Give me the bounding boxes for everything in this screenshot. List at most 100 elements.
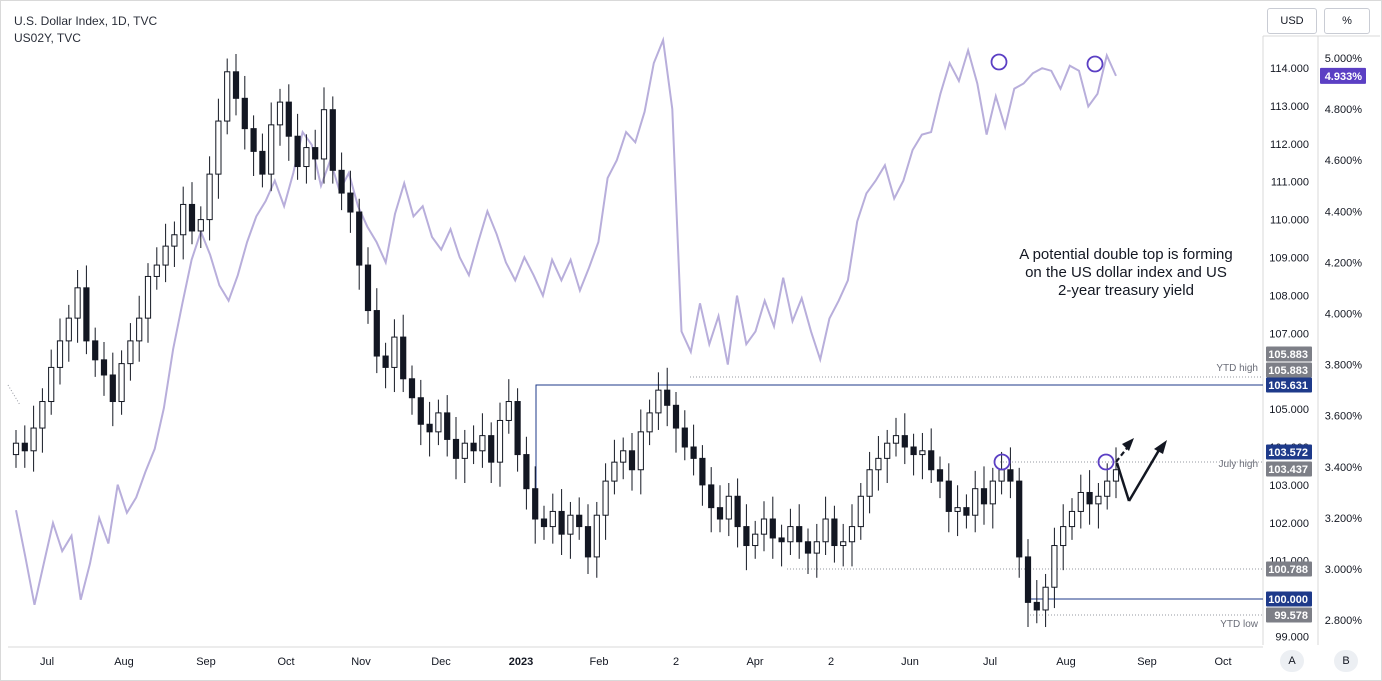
dxy-candle-body	[1095, 495, 1102, 505]
price-tick-label: 103.000	[1269, 480, 1309, 492]
dxy-candle	[303, 134, 310, 184]
dxy-candle	[628, 432, 636, 491]
dxy-candle	[188, 182, 196, 245]
dxy-candle-body	[796, 526, 803, 543]
legend-us02y: US02Y, TVC	[14, 31, 81, 45]
dxy-candle-body	[461, 442, 468, 459]
us02y-line	[15, 36, 1117, 606]
price-tag: 105.631	[1266, 377, 1312, 393]
dxy-candle	[1007, 447, 1014, 499]
annotation-layer: YTD high July high YTD low	[990, 53, 1259, 630]
dxy-candle	[197, 206, 204, 249]
price-tag: 103.437	[1266, 461, 1312, 477]
currency-usd-button[interactable]: USD	[1267, 8, 1317, 34]
ytd-low-label: YTD low	[1220, 619, 1259, 630]
dxy-candle-body	[470, 442, 477, 452]
dxy-candle	[356, 198, 363, 290]
log-scale-button[interactable]: B	[1334, 650, 1358, 672]
yield-tick-label: 4.200%	[1325, 257, 1363, 269]
dxy-candle	[1086, 470, 1093, 525]
dxy-candle-body	[303, 147, 310, 168]
dxy-candle-body	[602, 480, 609, 516]
yield-tick-label: 4.000%	[1325, 309, 1363, 321]
dxy-candle	[857, 483, 864, 540]
dxy-candle	[567, 501, 574, 559]
dxy-candle-body	[74, 287, 81, 319]
dxy-candle	[664, 367, 671, 427]
dxy-candle-body	[716, 507, 724, 520]
dxy-candle-body	[312, 147, 319, 160]
dxy-candle	[910, 433, 917, 476]
dxy-candle	[760, 501, 768, 552]
dxy-candle	[329, 96, 336, 184]
price-tag: 105.883	[1266, 362, 1312, 378]
dxy-candle	[963, 494, 970, 529]
dxy-candle	[954, 485, 961, 537]
dxy-candle-body	[778, 537, 785, 543]
x-tick-label: Sep	[1137, 656, 1157, 668]
dxy-candle-body	[919, 450, 926, 456]
dxy-candle-body	[620, 450, 627, 463]
dxy-candle-body	[356, 211, 363, 266]
dxy-candle	[901, 413, 908, 465]
price-tick-label: 108.000	[1269, 290, 1309, 302]
dxy-candle-body	[1042, 586, 1049, 611]
dxy-candle	[1051, 527, 1058, 609]
auto-scale-button[interactable]: A	[1280, 650, 1304, 672]
dxy-candle-body	[188, 203, 196, 232]
dxy-candle	[224, 58, 231, 135]
dxy-candle	[338, 152, 345, 211]
scenario-up-arrowhead	[1154, 440, 1167, 454]
x-tick-label: Jul	[40, 656, 54, 668]
ytd-high-label: YTD high	[1216, 363, 1258, 374]
dxy-candle-body	[276, 101, 284, 126]
yield-tick-label: 2.800%	[1325, 615, 1363, 627]
dxy-candle-body	[1086, 491, 1093, 505]
dxy-candle-body	[646, 412, 653, 433]
price-tag: 105.883	[1266, 346, 1312, 362]
price-tick-label: 102.000	[1269, 518, 1309, 530]
price-tag-text: 103.437	[1268, 464, 1308, 476]
dxy-candle-body	[1104, 480, 1111, 497]
double-top-circle	[1097, 453, 1115, 471]
dxy-candle-body	[479, 435, 486, 452]
dxy-candle-body	[840, 541, 847, 547]
dxy-candle	[461, 429, 468, 484]
percent-scale-button[interactable]: %	[1324, 8, 1370, 34]
dxy-candle	[523, 436, 530, 510]
dxy-candle	[584, 504, 592, 574]
dxy-candle	[989, 467, 996, 529]
dxy-candle-body	[760, 518, 768, 535]
dxy-candle	[391, 319, 398, 393]
dxy-candle-body	[21, 442, 28, 452]
price-tags-layer: 105.883 105.883 105.631 103.572 103.437 100.7…	[1266, 67, 1366, 623]
dxy-candle-body	[259, 150, 266, 175]
dxy-candle-body	[725, 495, 732, 520]
scenario-up-arrow	[1127, 444, 1164, 502]
dxy-candle	[1024, 539, 1032, 628]
dxy-candle-body	[364, 264, 372, 312]
price-tick-label: 109.000	[1269, 253, 1309, 265]
dxy-candle	[21, 425, 28, 468]
dxy-candle-body	[936, 469, 944, 482]
dxy-candle-body	[708, 484, 715, 509]
dxy-candle	[1016, 467, 1023, 578]
dxy-candle	[655, 372, 662, 430]
dxy-candle-body	[171, 234, 178, 247]
scenario-down-arrow	[1115, 462, 1131, 502]
dxy-candle-body	[294, 135, 301, 168]
dxy-candle	[787, 508, 794, 556]
dxy-candle	[840, 523, 847, 567]
x-tick-label: 2	[673, 656, 679, 668]
dxy-candle-body	[822, 518, 829, 543]
dxy-candle-body	[391, 336, 398, 368]
dxy-candle-body	[655, 389, 662, 414]
dxy-candle	[48, 349, 55, 415]
dxy-candle-body	[417, 397, 424, 425]
double-top-circle	[990, 53, 1008, 71]
chart-note-line-1: A potential double top is forming	[1019, 246, 1233, 263]
dxy-candle-body	[734, 495, 741, 528]
dxy-candle	[488, 422, 495, 484]
dxy-candle-body	[576, 514, 583, 528]
